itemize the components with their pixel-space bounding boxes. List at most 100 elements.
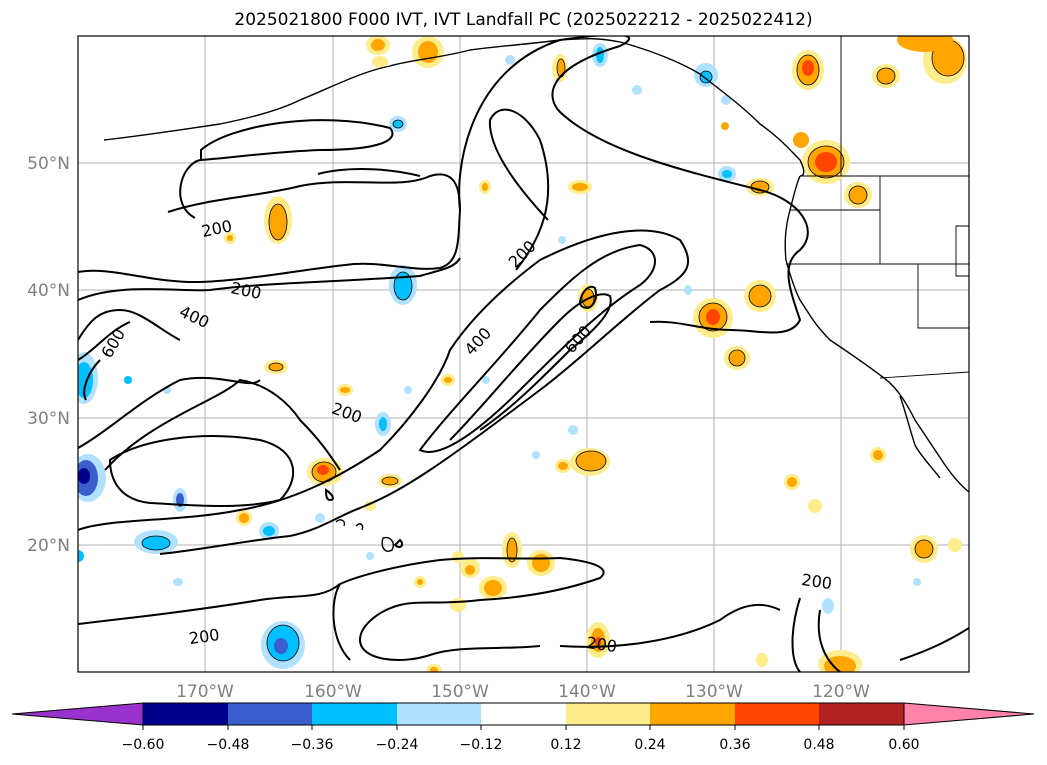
political-borders xyxy=(786,36,969,379)
positive-blob xyxy=(452,551,464,563)
colorbar-tick-label: 0.60 xyxy=(888,737,919,753)
ivt-contour xyxy=(78,376,261,449)
colorbar-segment xyxy=(650,703,735,725)
positive-blob xyxy=(236,510,252,526)
positive-blob xyxy=(337,384,353,396)
mexico-border xyxy=(879,371,969,379)
positive-blob xyxy=(808,499,822,513)
map-frame xyxy=(77,35,970,673)
longitude-labels: 170°W 160°W 150°W 140°W 130°W 120°W xyxy=(176,682,870,702)
colorbar-segment xyxy=(481,703,566,725)
positive-blob xyxy=(744,280,776,312)
colorbar-tick-label: 0.24 xyxy=(634,737,665,753)
grid-lines xyxy=(78,36,969,672)
positive-blob xyxy=(555,459,571,473)
colorbar-tick-label: −0.36 xyxy=(291,737,334,753)
positive-blob xyxy=(756,653,768,667)
ivt-contour xyxy=(159,507,361,555)
lon-label: 130°W xyxy=(685,682,743,702)
positive-blob xyxy=(426,664,442,672)
colorbar-tick-label: −0.60 xyxy=(122,737,165,753)
lat-label: 30°N xyxy=(27,409,70,429)
colorbar-extend-low xyxy=(11,702,144,726)
colorbar-tick-label: 0.48 xyxy=(803,737,834,753)
negative-blob xyxy=(718,166,736,182)
west-coast xyxy=(784,175,969,493)
positive-blob xyxy=(441,374,455,386)
positive-blob xyxy=(872,64,900,88)
positive-blob xyxy=(897,36,953,52)
map-title: 2025021800 F000 IVT, IVT Landfall PC (20… xyxy=(234,10,813,30)
negative-blob xyxy=(568,425,578,435)
negative-blob xyxy=(134,530,178,554)
positive-blob xyxy=(224,232,236,244)
negative-blob xyxy=(124,376,132,384)
colorbar-segment xyxy=(397,703,481,725)
ivt-contour xyxy=(78,257,461,301)
negative-blob xyxy=(315,513,325,523)
ivt-contour xyxy=(393,538,404,549)
positive-blob xyxy=(910,535,938,563)
ivt-contour xyxy=(899,627,969,661)
positive-blob xyxy=(802,140,850,184)
positive-blob xyxy=(784,474,800,490)
positive-blob xyxy=(479,180,491,194)
positive-blob xyxy=(372,56,388,68)
colorbar-tick-label: −0.48 xyxy=(207,737,250,753)
ivt-contour xyxy=(78,173,462,284)
map-panel xyxy=(78,36,969,672)
colorbar-extend-high xyxy=(903,702,1035,726)
positive-blob xyxy=(844,182,872,208)
positive-blob xyxy=(307,458,343,486)
ivt-contour xyxy=(78,229,690,531)
ivt-contour xyxy=(78,556,605,661)
ivt-contour xyxy=(578,285,598,310)
ivt-contour xyxy=(449,293,612,441)
coastlines xyxy=(103,37,969,552)
positive-blob xyxy=(948,538,962,552)
lon-label: 140°W xyxy=(558,682,616,702)
ivt-contour xyxy=(104,378,341,471)
positive-blob xyxy=(568,180,592,194)
hawaii-islands xyxy=(335,519,394,552)
positive-blob xyxy=(724,346,750,370)
probability-blobs xyxy=(78,36,967,672)
negative-blob xyxy=(913,578,921,586)
positive-blob xyxy=(414,576,426,588)
lat-label: 40°N xyxy=(27,281,70,301)
ivt-contour xyxy=(179,159,201,219)
positive-blob xyxy=(570,448,610,476)
state-border xyxy=(955,225,969,277)
negative-blob xyxy=(259,522,279,540)
colorbar-segment xyxy=(228,703,312,725)
ivt-contour xyxy=(817,609,841,672)
positive-blob xyxy=(527,550,555,576)
contour-label: 200 xyxy=(188,625,221,648)
positive-blob xyxy=(366,36,390,55)
contour-label: 200 xyxy=(800,570,833,593)
negative-blob xyxy=(366,552,374,560)
negative-blob xyxy=(632,85,642,95)
ivt-contour xyxy=(559,603,781,648)
ivt-contour xyxy=(791,597,801,672)
negative-blob xyxy=(558,236,566,244)
lat-label: 50°N xyxy=(27,154,70,174)
positive-blob xyxy=(793,132,809,148)
colorbar-segment xyxy=(566,703,650,725)
negative-blob xyxy=(505,55,515,65)
colorbar-segment xyxy=(819,703,904,725)
positive-blob xyxy=(552,54,568,82)
ivt-contour xyxy=(200,119,394,162)
negative-blob xyxy=(404,386,412,394)
lon-label: 150°W xyxy=(431,682,489,702)
negative-blob xyxy=(173,488,187,512)
ivt-contour xyxy=(78,321,131,361)
ivt-contour xyxy=(83,359,101,401)
lon-label: 160°W xyxy=(304,682,362,702)
baja-coast xyxy=(899,395,941,479)
positive-blob xyxy=(721,122,729,130)
positive-blob xyxy=(818,650,862,672)
negative-blob xyxy=(389,265,417,305)
colorbar-tick-label: 0.36 xyxy=(719,737,750,753)
